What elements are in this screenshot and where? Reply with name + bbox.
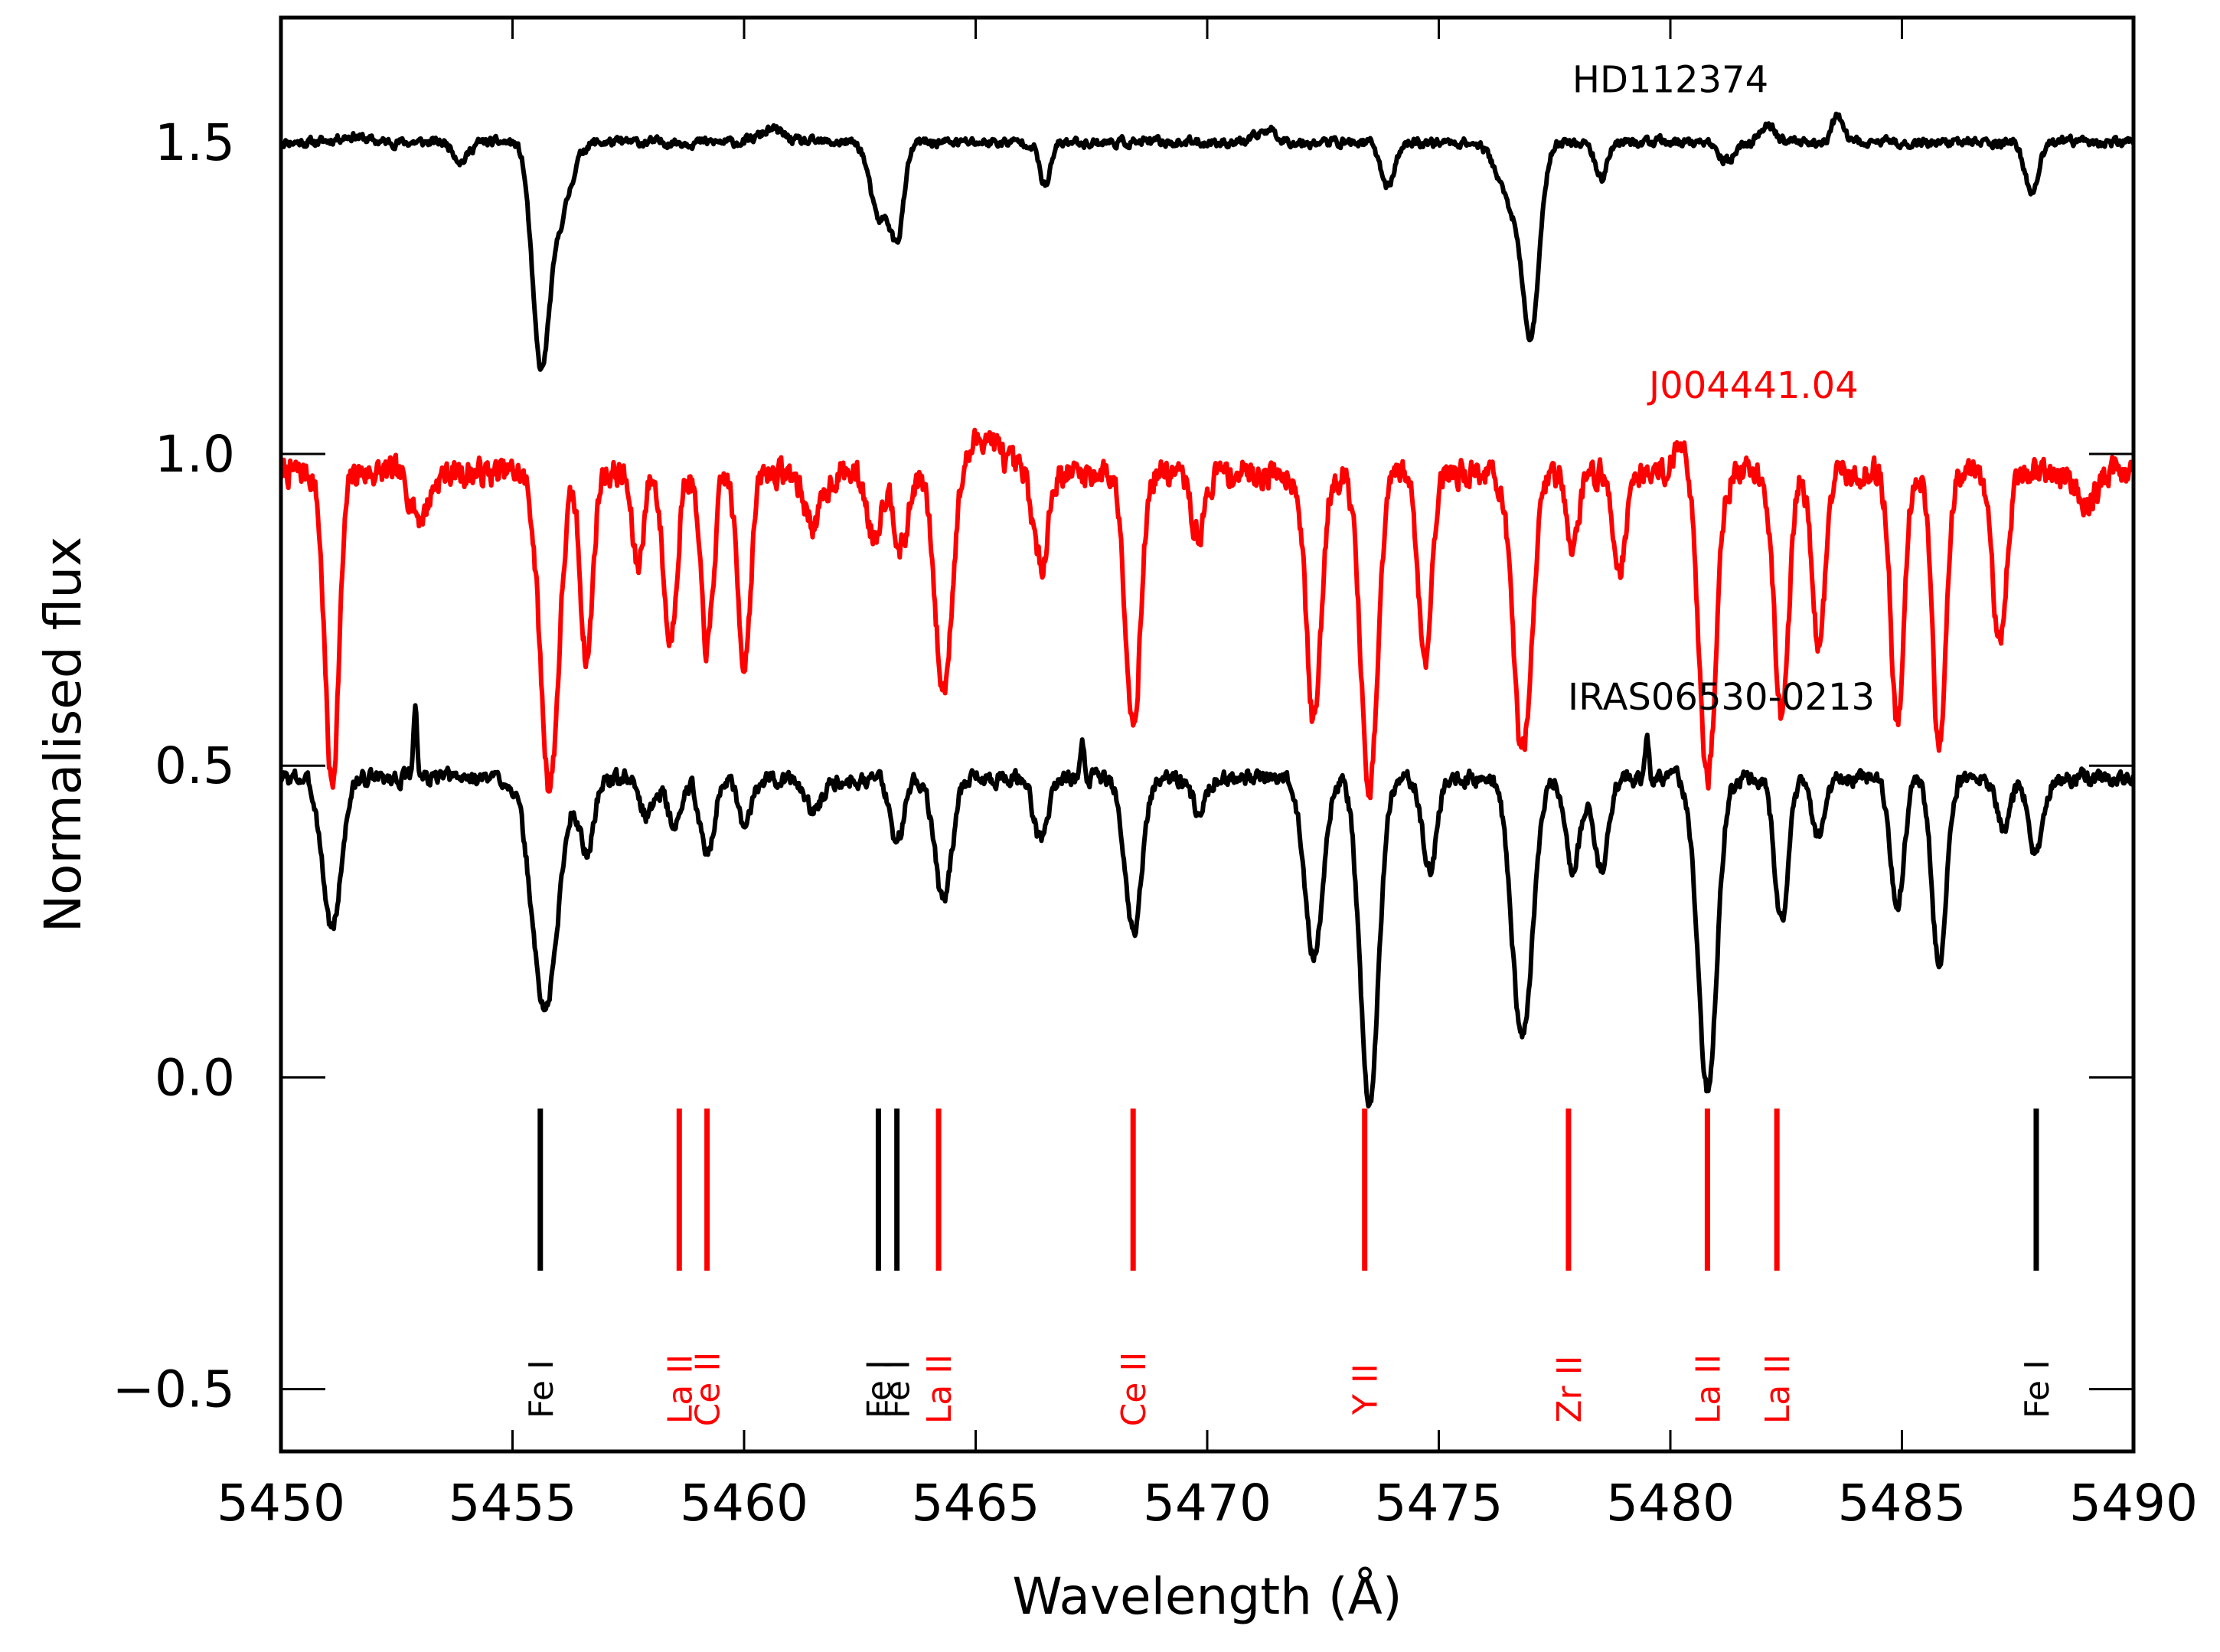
line-marker-label: Ce II — [689, 1352, 728, 1427]
x-axis-label: Wavelength (Å) — [1012, 1567, 1402, 1626]
x-tick-label: 5470 — [1143, 1474, 1272, 1533]
x-tick-label: 5455 — [449, 1474, 577, 1533]
x-ticks: 5450 5455 5460 5465 5470 5475 5480 5485 5490 — [217, 18, 2198, 1533]
line-marker-label: Fe I — [860, 1360, 899, 1419]
x-tick-label: 5475 — [1375, 1474, 1503, 1533]
spectra-layer — [281, 111, 2133, 1108]
x-tick-label: 5465 — [912, 1474, 1040, 1533]
y-tick-label: 1.0 — [155, 425, 235, 484]
y-tick-label: −0.5 — [113, 1360, 235, 1419]
spectrum-line — [281, 427, 2133, 801]
star-label: J004441.04 — [1647, 364, 1859, 407]
x-tick-label: 5460 — [680, 1474, 808, 1533]
star-labels-layer: HD112374 J004441.04 IRAS06530-0213 — [1568, 59, 1875, 719]
x-tick-label: 5485 — [1838, 1474, 1967, 1533]
axes-layer: 5450 5455 5460 5465 5470 5475 5480 5485 5490 −0.… — [34, 15, 2198, 1626]
line-marker-label: Fe I — [2018, 1360, 2057, 1419]
y-axis-label: Normalised flux — [34, 537, 93, 932]
line-marker-label: La II — [1758, 1354, 1797, 1424]
line-marker-label: Y II — [1347, 1363, 1386, 1415]
y-tick-label: 0.5 — [155, 736, 235, 795]
y-tick-label: 0.0 — [155, 1048, 235, 1107]
spectrum-line — [281, 111, 2133, 372]
star-label: IRAS06530-0213 — [1568, 676, 1875, 719]
x-tick-label: 5490 — [2069, 1474, 2198, 1533]
line-marker-label: Ce II — [1115, 1352, 1154, 1427]
line-marker-label: Fe I — [879, 1360, 918, 1419]
spectrum-line — [281, 703, 2133, 1108]
y-tick-label: 1.5 — [155, 113, 235, 172]
star-label: HD112374 — [1572, 59, 1768, 102]
x-tick-label: 5450 — [217, 1474, 345, 1533]
line-marker-label: Zr II — [1550, 1355, 1589, 1422]
x-tick-label: 5480 — [1606, 1474, 1735, 1533]
line-marker-label: Fe I — [522, 1360, 561, 1419]
line-marker-label: La II — [661, 1354, 700, 1424]
y-ticks: −0.5 0.0 0.5 1.0 1.5 — [113, 113, 2133, 1419]
line-marker-label: La II — [1689, 1354, 1728, 1424]
line-marker-label: La II — [920, 1354, 959, 1424]
